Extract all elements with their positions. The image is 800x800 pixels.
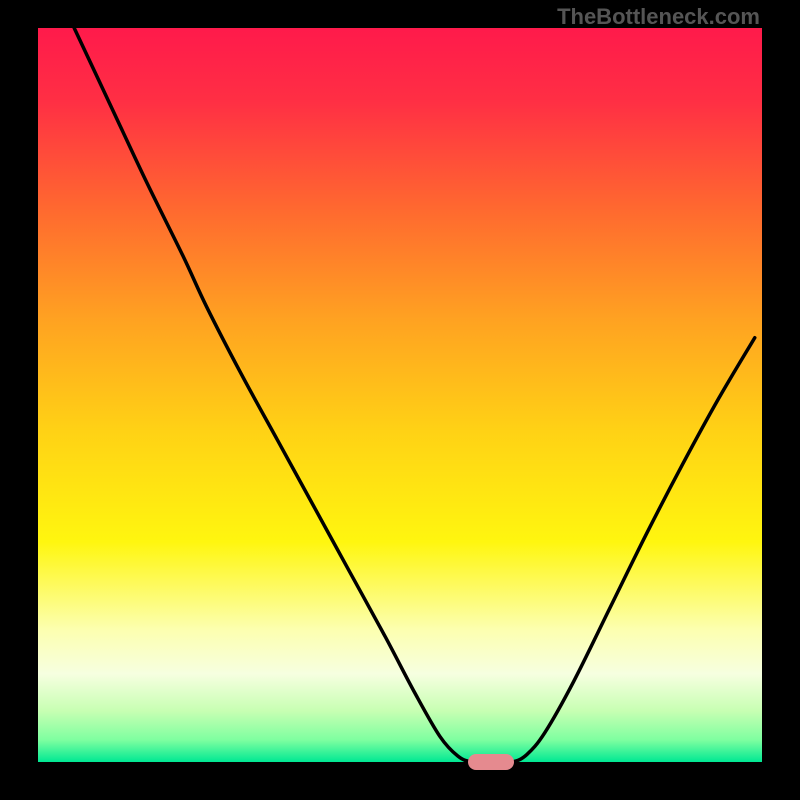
optimum-marker: [468, 754, 514, 770]
bottleneck-curve: [74, 28, 755, 762]
chart-svg: [38, 28, 762, 762]
gradient-background: [38, 28, 762, 762]
plot-area: [38, 28, 762, 762]
watermark-text: TheBottleneck.com: [557, 4, 760, 30]
